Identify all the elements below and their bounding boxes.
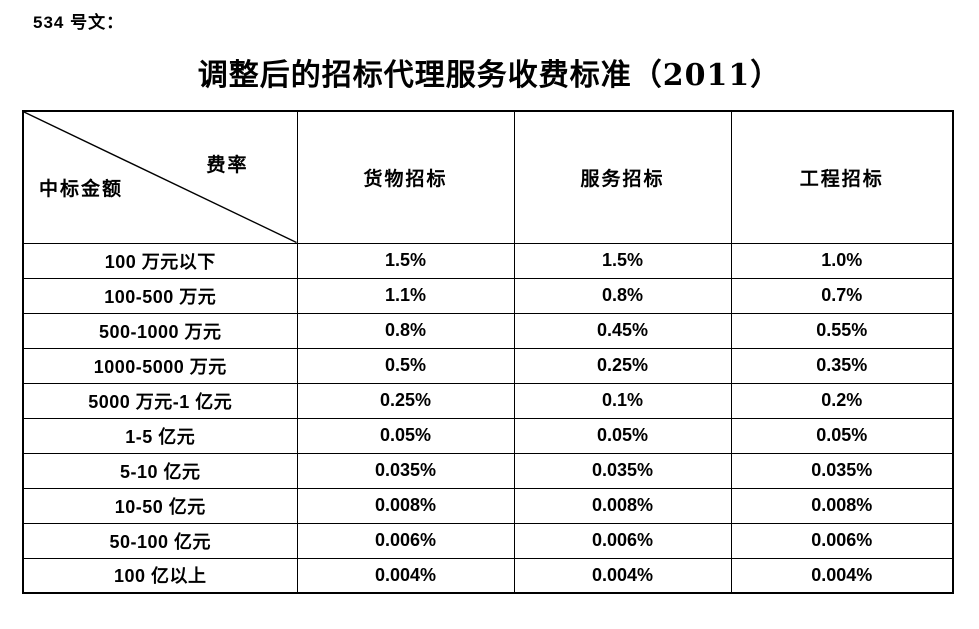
table-row: 100 亿以上 0.004% 0.004% 0.004% bbox=[22, 557, 954, 594]
row-label-cell: 100 万元以下 bbox=[22, 242, 298, 279]
table-row: 500-1000 万元 0.8% 0.45% 0.55% bbox=[22, 312, 954, 349]
value-cell: 1.5% bbox=[296, 242, 515, 279]
corner-header-cell: 费率 中标金额 bbox=[22, 110, 298, 244]
value-cell: 0.004% bbox=[513, 557, 732, 594]
value-cell: 0.2% bbox=[730, 382, 954, 419]
value-cell: 0.035% bbox=[513, 452, 732, 489]
value-cell: 0.05% bbox=[513, 417, 732, 454]
value-cell: 0.035% bbox=[730, 452, 954, 489]
column-header-goods: 货物招标 bbox=[296, 110, 515, 244]
value-cell: 0.1% bbox=[513, 382, 732, 419]
value-cell: 0.8% bbox=[513, 277, 732, 314]
table-row: 5000 万元-1 亿元 0.25% 0.1% 0.2% bbox=[22, 382, 954, 419]
value-cell: 0.006% bbox=[730, 522, 954, 559]
value-cell: 0.55% bbox=[730, 312, 954, 349]
value-cell: 0.25% bbox=[296, 382, 515, 419]
value-cell: 1.0% bbox=[730, 242, 954, 279]
row-label-cell: 5000 万元-1 亿元 bbox=[22, 382, 298, 419]
value-cell: 0.45% bbox=[513, 312, 732, 349]
value-cell: 0.25% bbox=[513, 347, 732, 384]
table-header-row: 费率 中标金额 货物招标 服务招标 工程招标 bbox=[22, 110, 954, 244]
row-label-cell: 100 亿以上 bbox=[22, 557, 298, 594]
row-label-cell: 5-10 亿元 bbox=[22, 452, 298, 489]
table-row: 10-50 亿元 0.008% 0.008% 0.008% bbox=[22, 487, 954, 524]
value-cell: 0.035% bbox=[296, 452, 515, 489]
row-label-cell: 100-500 万元 bbox=[22, 277, 298, 314]
row-label-cell: 50-100 亿元 bbox=[22, 522, 298, 559]
value-cell: 1.1% bbox=[296, 277, 515, 314]
table-row: 100 万元以下 1.5% 1.5% 1.0% bbox=[22, 242, 954, 279]
table-row: 100-500 万元 1.1% 0.8% 0.7% bbox=[22, 277, 954, 314]
value-cell: 1.5% bbox=[513, 242, 732, 279]
row-label-cell: 1-5 亿元 bbox=[22, 417, 298, 454]
table-row: 50-100 亿元 0.006% 0.006% 0.006% bbox=[22, 522, 954, 559]
table-row: 1000-5000 万元 0.5% 0.25% 0.35% bbox=[22, 347, 954, 384]
fee-rate-table: 费率 中标金额 货物招标 服务招标 工程招标 100 万元以下 1.5% 1.5… bbox=[22, 110, 954, 594]
table-row: 5-10 亿元 0.035% 0.035% 0.035% bbox=[22, 452, 954, 489]
row-label-cell: 500-1000 万元 bbox=[22, 312, 298, 349]
corner-label-fee-rate: 费率 bbox=[206, 154, 249, 176]
value-cell: 0.05% bbox=[296, 417, 515, 454]
value-cell: 0.5% bbox=[296, 347, 515, 384]
value-cell: 0.006% bbox=[296, 522, 515, 559]
value-cell: 0.008% bbox=[513, 487, 732, 524]
value-cell: 0.004% bbox=[730, 557, 954, 594]
value-cell: 0.006% bbox=[513, 522, 732, 559]
value-cell: 0.008% bbox=[296, 487, 515, 524]
row-label-cell: 10-50 亿元 bbox=[22, 487, 298, 524]
doc-number-label: 534 号文： bbox=[33, 13, 125, 32]
column-header-engineering: 工程招标 bbox=[730, 110, 954, 244]
value-cell: 0.05% bbox=[730, 417, 954, 454]
column-header-services: 服务招标 bbox=[513, 110, 732, 244]
row-label-cell: 1000-5000 万元 bbox=[22, 347, 298, 384]
corner-label-bid-amount: 中标金额 bbox=[39, 177, 124, 200]
page-title: 调整后的招标代理服务收费标准（2011） bbox=[197, 58, 782, 93]
value-cell: 0.8% bbox=[296, 312, 515, 349]
value-cell: 0.35% bbox=[730, 347, 954, 384]
value-cell: 0.7% bbox=[730, 277, 954, 314]
value-cell: 0.008% bbox=[730, 487, 954, 524]
value-cell: 0.004% bbox=[296, 557, 515, 594]
table-row: 1-5 亿元 0.05% 0.05% 0.05% bbox=[22, 417, 954, 454]
diagonal-line-icon bbox=[24, 112, 297, 243]
